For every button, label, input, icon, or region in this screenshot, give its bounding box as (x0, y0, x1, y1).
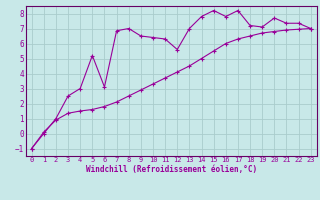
X-axis label: Windchill (Refroidissement éolien,°C): Windchill (Refroidissement éolien,°C) (86, 165, 257, 174)
